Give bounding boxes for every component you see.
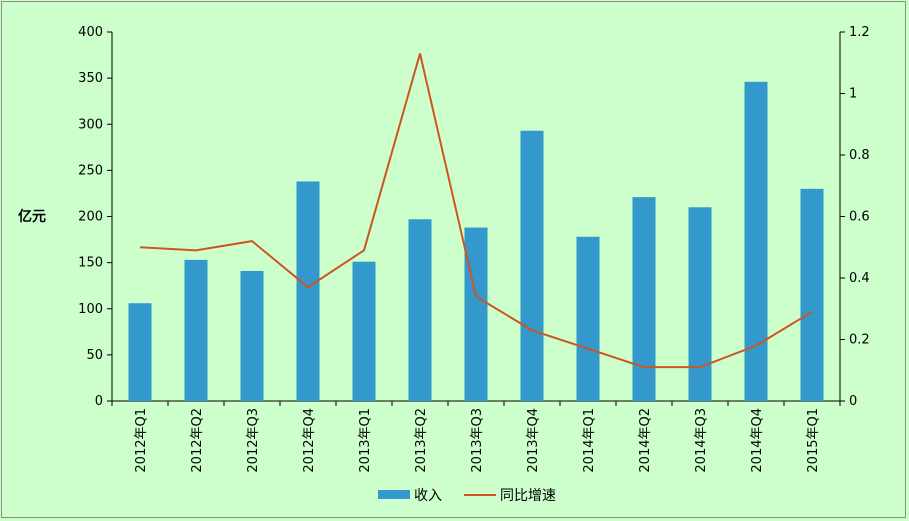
x-tick-label: 2013年Q3 <box>470 408 485 473</box>
bar <box>240 270 264 401</box>
bar <box>464 227 488 401</box>
bar <box>744 81 768 401</box>
x-tick-label: 2012年Q2 <box>190 408 205 473</box>
bar <box>184 259 208 401</box>
legend: 收入 同比增速 <box>378 488 556 504</box>
y-tick-label: 200 <box>78 210 103 225</box>
bar <box>408 219 432 401</box>
x-tick-label: 2014年Q3 <box>694 408 709 473</box>
bar <box>576 236 600 401</box>
y2-tick-label: 0.8 <box>849 148 870 163</box>
bar <box>632 197 656 401</box>
legend-label-growth: 同比增速 <box>500 488 556 504</box>
y-tick-label: 250 <box>78 163 103 178</box>
y-tick-label: 350 <box>78 71 103 86</box>
x-tick-label: 2014年Q1 <box>582 408 597 473</box>
x-tick-label: 2014年Q4 <box>750 408 765 473</box>
x-tick-label: 2014年Q2 <box>638 408 653 473</box>
x-tick-label: 2013年Q2 <box>414 408 429 473</box>
y-tick-label: 50 <box>86 348 103 363</box>
y-tick-label: 300 <box>78 117 103 132</box>
x-tick-label: 2012年Q3 <box>246 408 261 473</box>
x-tick-label: 2013年Q4 <box>526 408 541 473</box>
bar <box>520 130 544 401</box>
bars-layer <box>128 81 824 401</box>
bar <box>800 188 824 401</box>
bar <box>296 181 320 401</box>
x-tick-label: 2013年Q1 <box>358 408 373 473</box>
legend-swatch-revenue <box>378 490 410 499</box>
y2-tick-label: 1.2 <box>849 25 870 40</box>
x-tick-label: 2012年Q1 <box>134 408 149 473</box>
y-tick-label: 0 <box>95 394 103 409</box>
y2-tick-label: 0.2 <box>849 333 870 348</box>
y2-tick-label: 0 <box>849 394 857 409</box>
y-axis-label: 亿元 <box>18 208 46 225</box>
y-tick-label: 150 <box>78 256 103 271</box>
x-tick-label: 2015年Q1 <box>806 408 821 473</box>
legend-label-revenue: 收入 <box>414 488 442 504</box>
bar <box>688 207 712 401</box>
y-tick-label: 100 <box>78 302 103 317</box>
y-tick-label: 400 <box>78 25 103 40</box>
y2-tick-label: 0.4 <box>849 271 870 286</box>
line-layer <box>139 53 813 369</box>
y2-tick-label: 1 <box>849 87 857 102</box>
bar <box>128 303 152 401</box>
x-tick-label: 2012年Q4 <box>302 408 317 473</box>
axes-layer: 0 50 100 150 200 250 300 350 400 0 0.2 0.4 0.6 0.8 1 1.… <box>78 25 870 473</box>
y2-tick-label: 0.6 <box>849 210 870 225</box>
bar <box>352 261 376 401</box>
